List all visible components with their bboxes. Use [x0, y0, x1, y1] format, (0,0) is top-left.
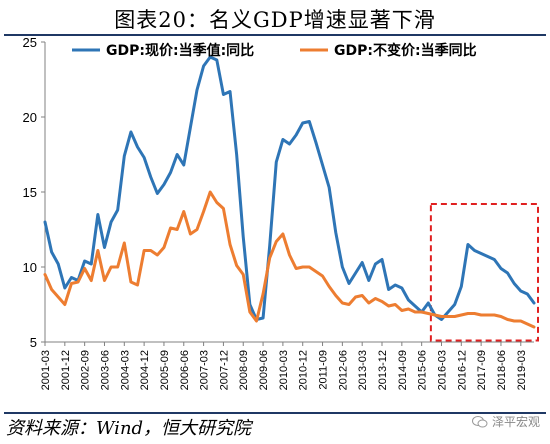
y-tick-label: 20 — [23, 110, 37, 125]
series-line-2 — [43, 190, 536, 329]
x-tick-label: 2005-09 — [159, 350, 171, 390]
x-tick-label: 2010-12 — [298, 350, 310, 390]
x-tick-label: 2008-09 — [238, 350, 250, 390]
x-axis-ticks: 2001-03 2001-12 2002-09 2003-06 2004-03 2004-… — [40, 342, 528, 390]
y-tick-label: 5 — [30, 335, 37, 350]
x-tick-label: 2012-06 — [337, 350, 349, 390]
x-tick-label: 2002-09 — [80, 350, 92, 390]
x-tick-label: 2019-03 — [516, 350, 528, 390]
x-tick-label: 2016-12 — [456, 350, 468, 390]
x-tick-label: 2006-06 — [179, 350, 191, 390]
source-note: 资料来源：Wind，恒大研究院 — [6, 418, 252, 439]
x-tick-label: 2013-03 — [357, 350, 369, 390]
legend-label-2: GDP:不变价:当季同比 — [334, 42, 477, 59]
x-tick-label: 2007-12 — [218, 350, 230, 390]
x-tick-label: 2009-06 — [258, 350, 270, 390]
x-tick-label: 2016-03 — [436, 350, 448, 390]
watermark-text: 泽平宏观 — [491, 415, 540, 429]
x-tick-label: 2004-12 — [139, 350, 151, 390]
x-tick-label: 2015-06 — [417, 350, 429, 390]
highlight-box — [429, 203, 540, 342]
chart-axes — [44, 42, 534, 343]
x-tick-label: 2017-09 — [476, 350, 488, 390]
x-tick-label: 2010-03 — [278, 350, 290, 390]
y-tick-label: 25 — [23, 36, 37, 50]
x-tick-label: 2007-03 — [199, 350, 211, 390]
title-divider — [4, 34, 546, 36]
figure-title: 图表20：名义GDP增速显著下滑 — [114, 8, 436, 32]
source-divider — [4, 412, 546, 414]
wechat-icon — [471, 415, 488, 427]
x-tick-label: 2013-12 — [377, 350, 389, 390]
x-tick-label: 2001-03 — [40, 350, 52, 390]
watermark: 泽平宏观 — [471, 413, 540, 430]
x-tick-label: 2003-06 — [99, 350, 111, 390]
x-tick-label: 2011-09 — [318, 350, 330, 390]
chart-legend: GDP:现价:当季值:同比 GDP:不变价:当季同比 — [72, 42, 477, 59]
series-lines — [43, 55, 536, 329]
y-tick-label: 15 — [23, 185, 37, 200]
highlight-region — [429, 203, 540, 342]
y-axis-ticks: 5 10 15 20 25 — [23, 36, 45, 350]
x-tick-label: 2004-03 — [119, 350, 131, 390]
series-line-1 — [43, 55, 536, 321]
x-tick-label: 2018-06 — [496, 350, 508, 390]
y-tick-label: 10 — [23, 260, 37, 275]
legend-label-1: GDP:现价:当季值:同比 — [106, 42, 254, 59]
x-tick-label: 2014-09 — [397, 350, 409, 390]
x-tick-label: 2001-12 — [60, 350, 72, 390]
